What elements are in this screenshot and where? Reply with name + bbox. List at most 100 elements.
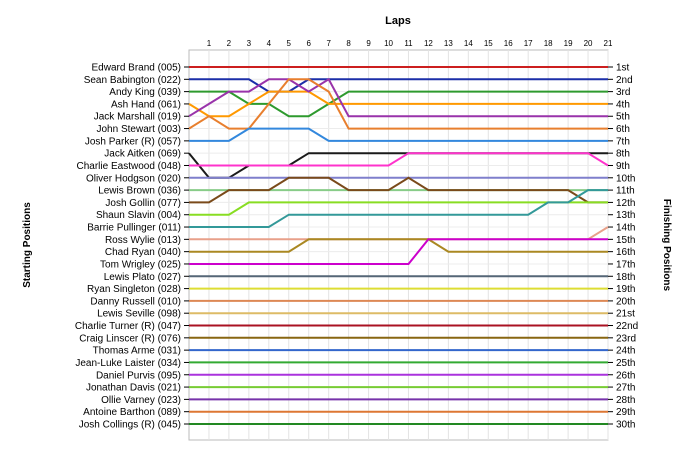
finish-position-label: 8th (616, 149, 630, 160)
x-tick-label: 7 (326, 39, 331, 48)
finish-position-label: 28th (616, 395, 635, 406)
chart-title: Laps (385, 15, 411, 27)
series-line (188, 90, 608, 118)
driver-label: Edward Brand (005) (92, 63, 182, 74)
finish-position-label: 10th (616, 173, 635, 184)
driver-label: Charlie Turner (R) (047) (75, 321, 181, 332)
driver-label: Thomas Arme (031) (93, 346, 181, 357)
series-line (189, 90, 608, 118)
driver-label: Ash Hand (061) (111, 99, 181, 110)
driver-label: Josh Parker (R) (057) (85, 136, 181, 147)
driver-label: Ryan Singleton (028) (87, 284, 181, 295)
driver-label: Danny Russell (010) (90, 296, 181, 307)
finish-position-label: 14th (616, 223, 635, 234)
series-line (189, 152, 609, 167)
grid-lines (188, 49, 609, 441)
series-line (189, 189, 608, 228)
driver-label: Tom Wrigley (025) (100, 259, 181, 270)
finish-position-label: 22nd (616, 321, 638, 332)
driver-label: Lewis Plato (027) (104, 272, 181, 283)
x-tick-label: 6 (306, 39, 311, 48)
finish-position-label: 12th (616, 198, 635, 209)
finish-position-label: 27th (616, 383, 635, 394)
x-tick-label: 2 (227, 39, 232, 48)
x-tick-label: 3 (247, 39, 252, 48)
finish-position-label: 5th (616, 112, 630, 123)
finish-position-label: 2nd (616, 75, 633, 86)
series-line (189, 127, 608, 142)
finish-position-label: 24th (616, 346, 635, 357)
x-tick-label: 11 (404, 39, 413, 48)
finish-position-label: 18th (616, 272, 635, 283)
driver-label: Oliver Hodgson (020) (86, 173, 181, 184)
driver-label: Antoine Barthon (089) (83, 407, 181, 418)
finish-position-label: 15th (616, 235, 635, 246)
finish-position-label: 23rd (616, 333, 636, 344)
driver-label: Craig Linscer (R) (076) (79, 333, 181, 344)
finish-position-label: 3rd (616, 87, 630, 98)
driver-label: Daniel Purvis (095) (96, 370, 181, 381)
y-axis-title-left: Starting Positions (22, 202, 33, 288)
driver-label: Jean-Luke Laister (034) (75, 358, 181, 369)
driver-label: Ollie Varney (023) (101, 395, 181, 406)
x-tick-label: 5 (287, 39, 292, 48)
driver-label: Lewis Seville (098) (97, 309, 181, 320)
series-lines (188, 66, 609, 425)
driver-label: Jack Marshall (019) (94, 112, 181, 123)
plot-area (188, 49, 609, 441)
finish-position-label: 26th (616, 370, 635, 381)
series-line (188, 77, 608, 118)
x-tick-label: 10 (384, 39, 393, 48)
x-tick-label: 1 (207, 39, 212, 48)
driver-label: Chad Ryan (040) (105, 247, 181, 258)
x-tick-label: 17 (524, 39, 533, 48)
driver-label: Lewis Brown (036) (98, 186, 181, 197)
finish-position-label: 17th (616, 259, 635, 270)
x-tick-label: 4 (267, 39, 272, 48)
finish-position-label: 16th (616, 247, 635, 258)
x-tick-label: 19 (564, 39, 573, 48)
finish-position-label: 29th (616, 407, 635, 418)
x-tick-label: 13 (444, 39, 453, 48)
finish-position-label: 7th (616, 136, 630, 147)
driver-label: Barrie Pullinger (011) (87, 223, 181, 234)
series-line (189, 238, 608, 253)
x-tick-label: 12 (424, 39, 433, 48)
x-tick-label: 21 (604, 39, 613, 48)
x-tick-label: 9 (366, 39, 371, 48)
x-tick-label: 18 (544, 39, 553, 48)
finish-position-label: 6th (616, 124, 630, 135)
finish-position-label: 4th (616, 99, 630, 110)
driver-label: Andy King (039) (109, 87, 181, 98)
series-line (188, 78, 608, 130)
series-line (189, 201, 608, 216)
finish-position-label: 11th (616, 186, 635, 197)
finish-position-label: 13th (616, 210, 635, 221)
driver-label: Ross Wylie (013) (105, 235, 181, 246)
driver-label: Charlie Eastwood (048) (77, 161, 182, 172)
finish-position-label: 25th (616, 358, 635, 369)
finish-position-label: 19th (616, 284, 635, 295)
series-line (189, 238, 608, 265)
driver-label: Josh Collings (R) (045) (79, 420, 181, 431)
driver-label: Josh Gollin (077) (105, 198, 181, 209)
x-tick-label: 15 (484, 39, 493, 48)
finish-position-label: 30th (616, 420, 635, 431)
finish-position-label: 21st (616, 309, 635, 320)
driver-label: Jonathan Davis (021) (86, 383, 181, 394)
y-axis-title-right: Finishing Positions (661, 199, 672, 292)
driver-label: Shaun Slavin (004) (96, 210, 181, 221)
finish-position-label: 9th (616, 161, 630, 172)
finish-position-label: 1st (616, 63, 630, 74)
x-tick-label: 14 (464, 39, 473, 48)
driver-label: Sean Babington (022) (84, 75, 181, 86)
series-line (189, 176, 608, 204)
driver-label: John Stewart (003) (97, 124, 182, 135)
driver-label: Jack Aitken (069) (104, 149, 181, 160)
x-tick-label: 8 (346, 39, 351, 48)
finish-position-label: 20th (616, 296, 635, 307)
x-tick-label: 16 (504, 39, 513, 48)
